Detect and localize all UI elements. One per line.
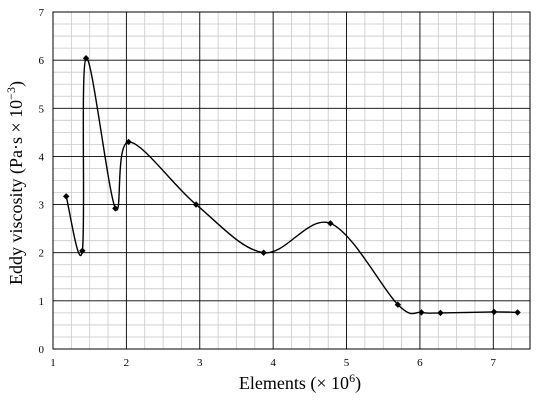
x-tick-label: 3	[197, 357, 203, 369]
data-point	[82, 55, 90, 62]
data-point	[394, 301, 402, 308]
data-point	[125, 138, 132, 146]
data-point	[112, 205, 119, 212]
y-axis-label: Eddy viscosity (Pa·s × 10−3)	[4, 81, 27, 285]
x-tick-labels: 1 2 3 4 5 6 7	[50, 357, 496, 369]
y-tick-label: 1	[39, 296, 45, 308]
x-tick-label: 4	[270, 357, 276, 369]
y-tick-label: 6	[39, 55, 45, 67]
data-point	[79, 247, 86, 254]
plot-frame	[52, 11, 531, 350]
x-tick-label: 5	[344, 357, 350, 369]
series-line	[65, 57, 518, 315]
y-tick-label: 3	[39, 200, 45, 212]
data-point	[260, 249, 267, 256]
x-tick-label: 2	[124, 357, 130, 369]
x-tick-label: 7	[491, 357, 497, 369]
data-point	[490, 308, 498, 316]
y-tick-label: 2	[39, 248, 45, 260]
data-point	[192, 201, 200, 208]
data-point	[514, 309, 521, 316]
y-tick-label: 5	[39, 103, 45, 115]
minor-grid	[53, 12, 531, 349]
data-point	[63, 193, 70, 200]
data-point	[327, 220, 334, 227]
x-axis-label: Elements (× 106)	[239, 371, 361, 394]
y-tick-label: 0	[39, 344, 45, 356]
x-tick-label: 1	[50, 357, 56, 369]
x-tick-label: 6	[417, 357, 423, 369]
data-point	[437, 309, 444, 317]
series-markers	[63, 55, 521, 317]
data-point	[418, 309, 425, 316]
y-tick-labels: 0 1 2 3 4 5 6 7	[39, 7, 45, 356]
y-tick-label: 7	[39, 7, 45, 19]
y-tick-label: 4	[39, 151, 45, 163]
